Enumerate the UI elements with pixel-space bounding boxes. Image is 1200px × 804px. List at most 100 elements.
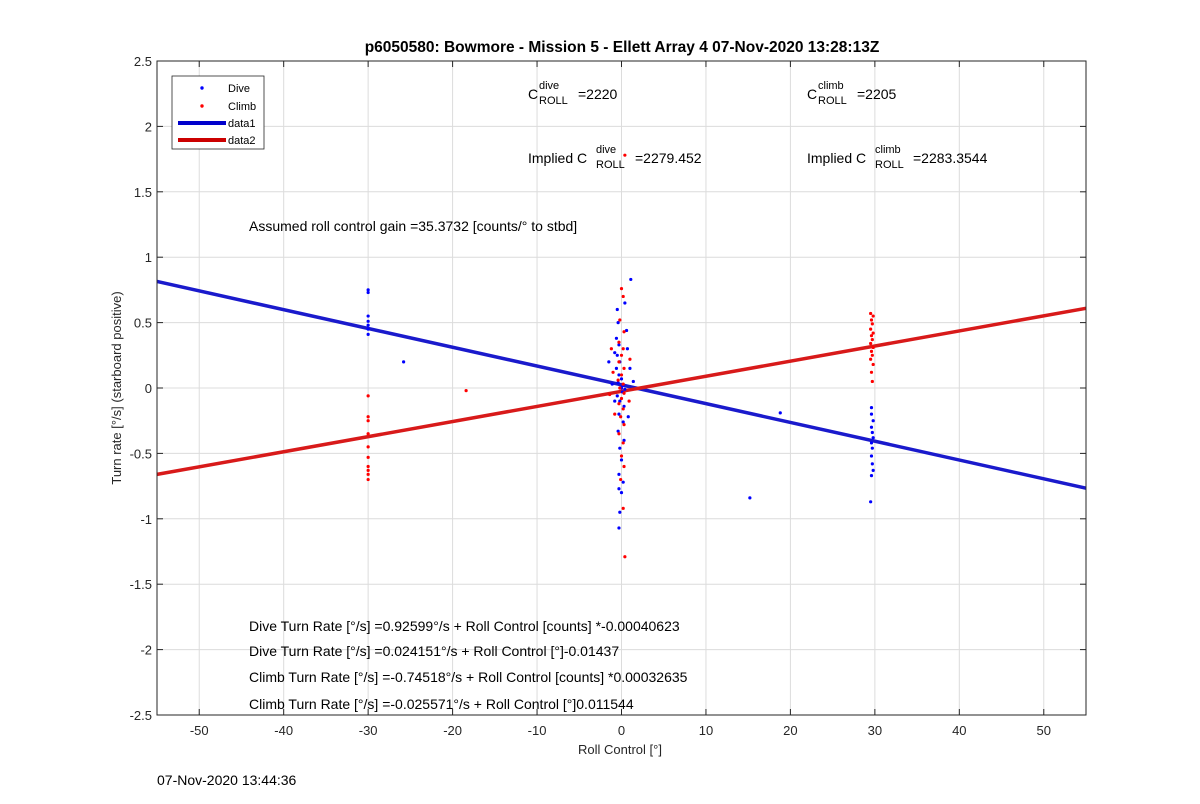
climb-point: [869, 334, 874, 338]
x-tick-label: -10: [528, 723, 547, 738]
climb-point: [619, 396, 624, 401]
dive-point: [622, 438, 626, 442]
climb-point: [869, 341, 873, 346]
climb-point: [621, 506, 625, 510]
dive-point: [628, 366, 632, 370]
dive-point: [871, 419, 875, 423]
climb-point: [366, 432, 370, 436]
climb-point: [621, 347, 625, 351]
y-tick-label: 0.5: [134, 316, 152, 331]
dive-point: [869, 412, 874, 416]
dive-point: [607, 360, 611, 364]
dive-point: [619, 377, 624, 381]
legend: Dive Climb data1 data2: [171, 75, 265, 150]
annotation-eq-dive-counts: Dive Turn Rate [°/s] =0.92599°/s + Roll …: [249, 618, 680, 634]
x-tick-label: 50: [1037, 723, 1051, 738]
dive-point: [778, 411, 782, 415]
dive-point: [366, 323, 370, 327]
legend-marker-dive: [200, 86, 204, 90]
y-tick-label: 2.5: [134, 54, 152, 69]
scatter-points: [366, 153, 875, 559]
fit-line-data1: [156, 279, 1087, 490]
climb-point: [366, 394, 370, 398]
dive-point: [631, 379, 635, 384]
x-tick-label: 10: [699, 723, 713, 738]
climb-point: [619, 353, 624, 357]
climb-point: [619, 373, 624, 377]
dive-point: [871, 436, 875, 440]
c-roll-climb-sub: ROLL: [818, 95, 847, 107]
dive-point: [366, 288, 370, 292]
dive-point: [615, 394, 619, 398]
climb-point: [619, 477, 623, 482]
annotation-implied-climb: Implied C climb ROLL =2283.3544: [807, 144, 988, 171]
dive-point: [366, 290, 370, 295]
dive-point: [614, 366, 619, 370]
climb-point: [619, 415, 623, 419]
dive-point: [613, 351, 617, 355]
climb-point: [366, 415, 370, 419]
dive-point: [615, 353, 619, 357]
climb-point: [870, 353, 874, 357]
climb-point: [613, 412, 617, 416]
dive-point: [617, 343, 621, 347]
dive-point: [366, 327, 370, 331]
implied-dive-value: =2279.452: [635, 150, 702, 166]
dive-point: [869, 425, 874, 429]
x-tick-label: 20: [783, 723, 797, 738]
climb-point: [621, 407, 625, 411]
legend-marker-climb: [200, 104, 204, 108]
climb-point: [617, 340, 621, 344]
dive-point: [617, 472, 621, 476]
dive-point: [616, 429, 620, 433]
climb-point: [617, 402, 621, 406]
dive-point: [616, 381, 620, 385]
climb-point: [622, 391, 626, 395]
dive-point: [870, 430, 874, 435]
climb-point: [611, 370, 615, 374]
dive-point: [621, 480, 625, 484]
chart-title: p6050580: Bowmore - Mission 5 - Ellett A…: [365, 39, 880, 56]
climb-point: [870, 322, 874, 326]
climb-point: [618, 386, 622, 390]
climb-point: [871, 314, 875, 318]
dive-point: [619, 458, 624, 462]
implied-climb-prefix: Implied C: [807, 150, 866, 166]
climb-point: [366, 419, 370, 423]
climb-point: [617, 360, 621, 364]
dive-point: [402, 360, 406, 364]
implied-climb-value: =2283.3544: [913, 150, 988, 166]
dive-point: [870, 446, 874, 450]
dive-point: [617, 412, 621, 416]
climb-point: [622, 423, 626, 427]
dive-point: [622, 404, 626, 408]
climb-point: [464, 389, 468, 393]
y-tick-label: -1: [140, 512, 152, 527]
x-tick-label: -30: [359, 723, 378, 738]
legend-label-climb: Climb: [228, 101, 256, 113]
x-tick-label: -50: [190, 723, 209, 738]
c-roll-dive-sup: dive: [539, 80, 559, 92]
x-tick-label: -20: [443, 723, 462, 738]
climb-point: [608, 392, 612, 397]
dive-point: [623, 301, 627, 305]
dive-point: [617, 487, 621, 491]
dive-point: [869, 406, 874, 410]
climb-point: [627, 399, 631, 403]
dive-point: [610, 382, 614, 386]
dive-point: [618, 399, 622, 403]
c-roll-climb-value: =2205: [857, 86, 897, 102]
y-tick-label: 0: [145, 381, 152, 396]
climb-point: [622, 366, 626, 370]
c-roll-climb-prefix: C: [807, 86, 817, 102]
dive-point: [613, 399, 617, 403]
climb-point: [869, 327, 873, 331]
dive-point: [617, 526, 621, 530]
x-axis-label: Roll Control [°]: [578, 742, 662, 757]
climb-point: [616, 378, 620, 382]
climb-point: [622, 464, 626, 469]
annotation-eq-dive-degrees: Dive Turn Rate [°/s] =0.024151°/s + Roll…: [249, 643, 619, 659]
climb-point: [619, 454, 624, 458]
y-tick-label: 1.5: [134, 185, 152, 200]
